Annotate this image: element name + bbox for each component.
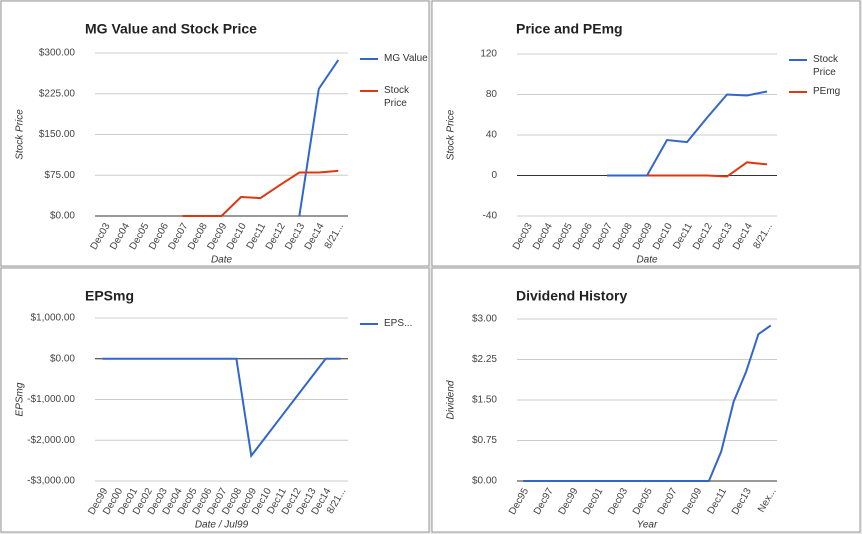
y-axis-title: Stock Price xyxy=(15,109,26,160)
y-tick-label: $1.50 xyxy=(472,395,497,406)
y-tick-label: 80 xyxy=(486,89,498,100)
y-tick-label: $0.00 xyxy=(50,211,75,222)
y-tick-label: 40 xyxy=(486,130,498,141)
legend-entry: Stock Price xyxy=(384,85,410,109)
x-axis-title: Date xyxy=(636,255,658,266)
series-line xyxy=(182,169,339,217)
y-tick-label: $0.00 xyxy=(472,476,497,487)
y-tick-label: $3.00 xyxy=(472,314,497,325)
y-tick-label: $0.75 xyxy=(472,435,497,446)
y-tick-label: $150.00 xyxy=(39,129,76,140)
legend-label: Stock Price xyxy=(813,54,839,78)
y-tick-label: -$3,000.00 xyxy=(27,476,75,487)
x-axis-title: Year xyxy=(637,520,658,531)
legend-entry: MG Value xyxy=(384,53,428,64)
legend-entry: Stock Price xyxy=(813,54,839,78)
x-axis-title: Date xyxy=(211,255,233,266)
y-axis-title: Stock Price xyxy=(446,109,457,160)
chart-title: Price and PEmg xyxy=(516,21,623,37)
legend-label: EPS... xyxy=(384,318,413,329)
y-tick-label: 0 xyxy=(491,170,497,181)
legend-entry: PEmg xyxy=(813,86,841,97)
y-tick-label: -40 xyxy=(483,211,498,222)
legend-label: Stock Price xyxy=(384,85,410,109)
legend-entry: EPS... xyxy=(384,318,413,329)
series-line xyxy=(102,357,341,459)
series-line xyxy=(647,161,768,178)
legend-label: MG Value xyxy=(384,53,428,64)
y-tick-label: -$1,000.00 xyxy=(27,394,75,405)
series-line xyxy=(298,59,340,217)
panel xyxy=(431,0,861,267)
y-axis-title: Dividend xyxy=(446,380,457,419)
y-tick-label: $2.25 xyxy=(472,354,497,365)
y-tick-label: $1,000.00 xyxy=(31,313,76,324)
chart-title: Dividend History xyxy=(516,288,627,304)
chart-title: MG Value and Stock Price xyxy=(85,21,257,37)
chart-title: EPSmg xyxy=(85,288,134,304)
legend-label: PEmg xyxy=(813,86,841,97)
y-tick-label: $75.00 xyxy=(44,170,75,181)
y-axis-title: EPSmg xyxy=(15,382,26,416)
y-tick-label: $225.00 xyxy=(39,88,76,99)
series-line xyxy=(523,324,772,482)
x-axis-title: Date / Jul99 xyxy=(195,520,249,531)
y-tick-label: $300.00 xyxy=(39,48,76,59)
y-tick-label: -$2,000.00 xyxy=(27,435,75,446)
series-line xyxy=(607,90,768,177)
y-tick-label: $0.00 xyxy=(50,353,75,364)
y-tick-label: 120 xyxy=(480,49,497,60)
panel xyxy=(0,0,430,267)
